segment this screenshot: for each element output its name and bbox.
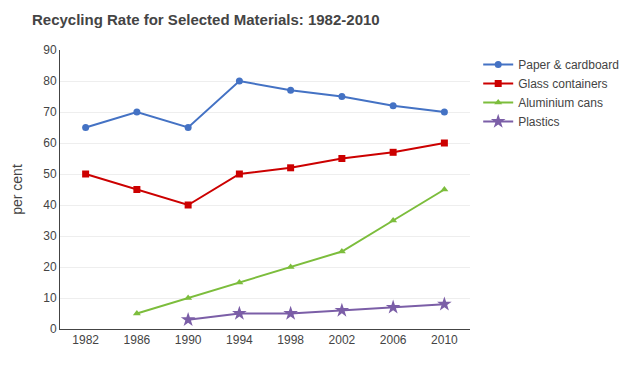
- svg-text:40: 40: [43, 198, 57, 212]
- svg-text:80: 80: [43, 74, 57, 88]
- svg-text:2010: 2010: [431, 333, 458, 347]
- svg-text:0: 0: [50, 322, 57, 336]
- svg-text:10: 10: [43, 291, 57, 305]
- svg-text:Aluminium cans: Aluminium cans: [518, 96, 603, 110]
- svg-text:Glass containers: Glass containers: [518, 77, 607, 91]
- svg-text:90: 90: [43, 43, 57, 57]
- svg-text:30: 30: [43, 229, 57, 243]
- svg-text:20: 20: [43, 260, 57, 274]
- svg-text:60: 60: [43, 136, 57, 150]
- svg-text:1998: 1998: [277, 333, 304, 347]
- svg-text:1990: 1990: [175, 333, 202, 347]
- svg-text:Paper & cardboard: Paper & cardboard: [518, 58, 619, 72]
- svg-text:1986: 1986: [124, 333, 151, 347]
- svg-text:2002: 2002: [329, 333, 356, 347]
- svg-text:Recycling Rate for Selected Ma: Recycling Rate for Selected Materials: 1…: [32, 11, 380, 28]
- svg-text:50: 50: [43, 167, 57, 181]
- svg-text:per cent: per cent: [9, 164, 25, 215]
- svg-text:70: 70: [43, 105, 57, 119]
- svg-text:1982: 1982: [72, 333, 99, 347]
- svg-text:1994: 1994: [226, 333, 253, 347]
- svg-text:Plastics: Plastics: [518, 115, 559, 129]
- svg-text:2006: 2006: [380, 333, 407, 347]
